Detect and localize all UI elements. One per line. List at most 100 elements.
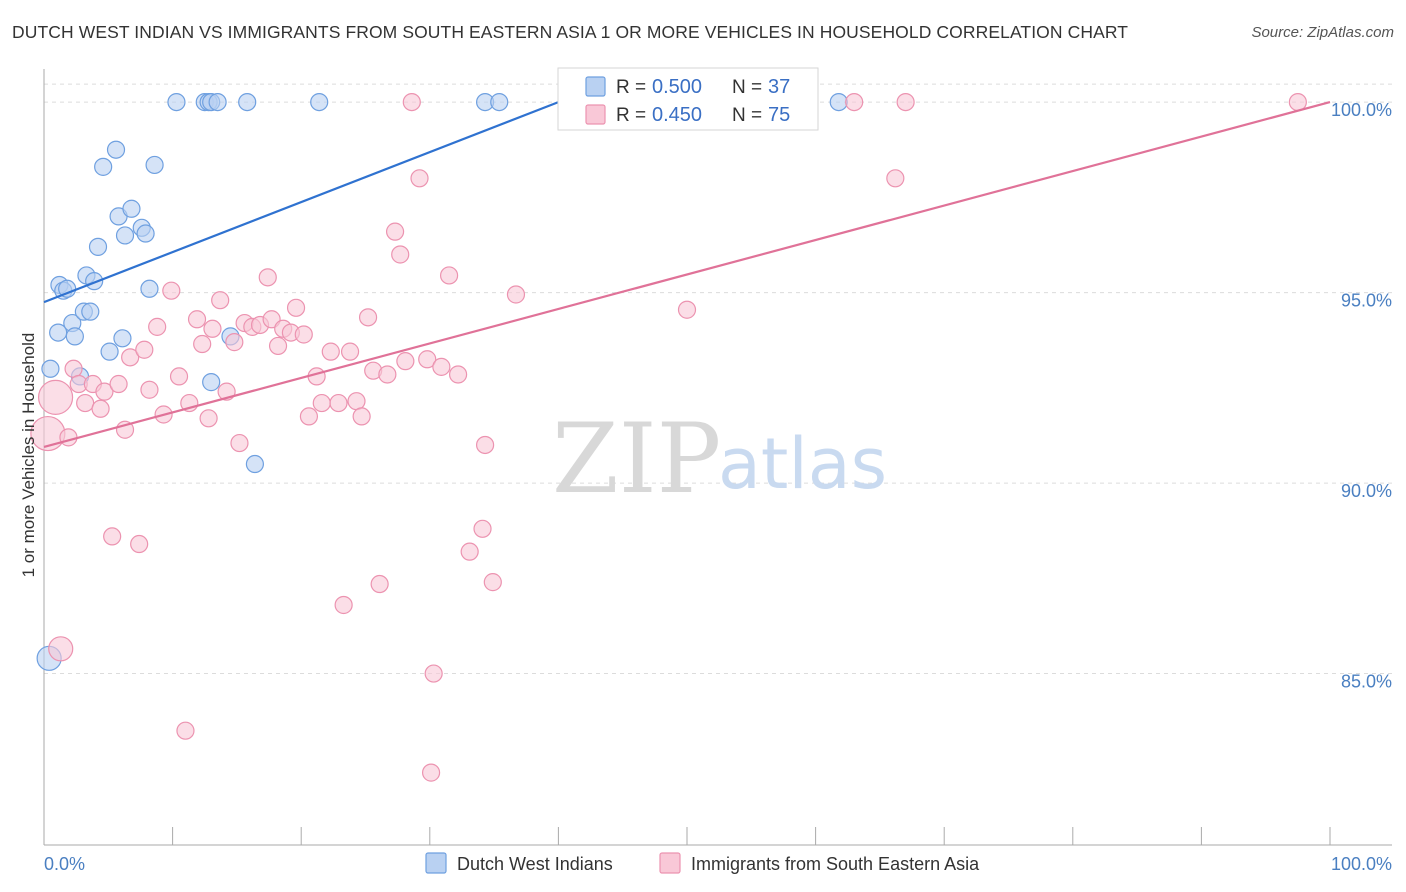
se-asia-point: [334, 595, 353, 615]
dutch-west-indian-point: [310, 92, 329, 112]
legend-n-value: 37: [768, 76, 790, 98]
y-tick-label: 90.0%: [1341, 481, 1392, 501]
source-label: Source: ZipAtlas.com: [1251, 24, 1394, 41]
dutch-west-indian-point: [100, 342, 119, 361]
legend-r-label: R =: [616, 77, 646, 98]
se-asia-point: [225, 333, 244, 352]
dutch-west-indian-point: [106, 140, 126, 159]
dutch-west-indian-trend: [43, 101, 559, 304]
se-asia-point: [64, 359, 83, 378]
y-tick-label: 95.0%: [1341, 291, 1392, 311]
se-asia-point: [340, 342, 360, 361]
series-legend-label: Immigrants from South Eastern Asia: [691, 854, 980, 874]
se-asia-point: [448, 365, 468, 384]
se-asia-point: [475, 435, 495, 455]
trend-lines: [43, 101, 1331, 448]
dutch-west-indian-point: [94, 157, 113, 176]
se-asia-point: [321, 342, 340, 361]
series-legend-swatch: [425, 852, 447, 874]
se-asia-point: [402, 92, 421, 112]
legend-n-value: 75: [768, 104, 790, 126]
legend-swatch: [585, 104, 606, 125]
legend-r-value: 0.500: [652, 76, 702, 98]
se-asia-point: [396, 352, 415, 371]
dutch-west-indian-point: [41, 359, 60, 378]
se-asia-trend: [43, 101, 1331, 448]
se-asia-point: [130, 534, 149, 554]
dutch-west-indian-point: [202, 373, 221, 392]
dutch-west-indian-point: [136, 224, 155, 243]
se-asia-point: [91, 399, 110, 418]
se-asia-point: [203, 319, 222, 338]
se-asia-point: [483, 573, 502, 592]
se-asia-point: [896, 92, 915, 112]
se-asia-point: [352, 407, 371, 426]
se-asia-point: [258, 268, 277, 287]
legend-r-value: 0.450: [652, 104, 702, 126]
dutch-west-indian-point: [145, 155, 164, 175]
se-asia-point: [162, 281, 181, 300]
se-asia-point: [312, 393, 331, 413]
legend-n-label: N =: [732, 105, 762, 126]
se-asia-point: [391, 245, 410, 264]
se-asia-point: [109, 374, 128, 394]
se-asia-point: [140, 380, 159, 399]
series-legend: Dutch West Indians Immigrants from South …: [425, 852, 980, 874]
watermark-zip: ZIP: [552, 403, 721, 515]
se-asia-point: [370, 574, 389, 594]
se-asia-point: [187, 310, 207, 329]
dutch-west-indian-point: [122, 199, 141, 218]
x-tick-label: 0.0%: [44, 854, 85, 874]
se-asia-point: [473, 519, 492, 538]
y-tick-label: 100.0%: [1331, 100, 1392, 120]
dutch-west-indian-point: [113, 329, 132, 348]
se-asia-point: [439, 266, 459, 285]
se-asia-point: [121, 348, 140, 367]
se-asia-point: [95, 382, 114, 401]
se-asia-point: [230, 433, 249, 453]
se-asia-point: [76, 393, 95, 413]
se-asia-point: [148, 317, 167, 336]
dutch-west-indian-point: [140, 279, 159, 298]
se-asia-point: [460, 542, 479, 561]
se-asia-point: [506, 285, 526, 304]
dutch-west-indian-point: [115, 226, 135, 245]
tick-labels: 85.0% 90.0% 95.0% 100.0% 0.0% 100.0%: [44, 100, 1392, 874]
se-asia-point: [432, 357, 451, 376]
se-asia-point: [424, 664, 443, 683]
se-asia-point: [268, 336, 288, 356]
x-tick-label: 100.0%: [1331, 854, 1392, 874]
y-tick-label: 85.0%: [1341, 672, 1392, 692]
se-asia-point: [421, 763, 441, 782]
se-asia-point: [299, 407, 319, 426]
se-asia-point: [59, 428, 78, 447]
dutch-west-indian-point: [167, 92, 186, 112]
dutch-west-indian-point: [81, 302, 100, 321]
se-asia-point: [378, 365, 397, 384]
se-asia-point: [199, 409, 218, 428]
se-asia-point: [169, 367, 189, 386]
dutch-west-indian-point: [88, 237, 108, 256]
se-asia-point: [286, 298, 306, 317]
series-legend-label: Dutch West Indians: [457, 854, 613, 874]
dutch-west-indian-point: [245, 454, 265, 474]
se-asia-point: [193, 334, 212, 354]
se-asia-point: [886, 169, 905, 188]
dutch-west-indian-point: [490, 92, 509, 112]
legend-swatch: [585, 76, 606, 97]
chart-title: DUTCH WEST INDIAN VS IMMIGRANTS FROM SOU…: [12, 22, 1129, 42]
se-asia-point: [347, 392, 366, 411]
dutch-west-indian-point: [65, 327, 84, 346]
se-asia-point: [418, 350, 437, 369]
se-asia-point: [358, 308, 378, 327]
legend-n-label: N =: [732, 77, 762, 98]
se-asia-point: [294, 325, 313, 344]
watermark-atlas: atlas: [718, 423, 887, 505]
se-asia-point: [677, 300, 697, 319]
dutch-west-indian-point: [829, 92, 848, 112]
se-asia-point: [37, 379, 74, 415]
se-asia-point: [329, 393, 348, 413]
se-asia-point: [211, 291, 230, 310]
data-points: [30, 92, 1307, 782]
